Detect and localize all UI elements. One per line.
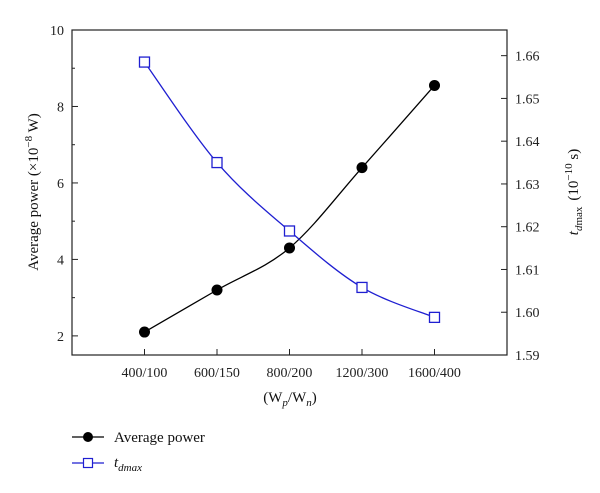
legend-label-tdmax: tdmax (114, 455, 142, 474)
y-right-tick-label-1: 1.60 (515, 306, 540, 321)
legend-item-tdmax: tdmax (72, 455, 142, 474)
point-average-power-1 (211, 284, 223, 296)
point-average-power-2 (284, 242, 295, 254)
x-tick-label-0: 400/100 (122, 366, 168, 381)
y-left-tick-label-3: 8 (57, 100, 64, 115)
y-right-tick-label-4: 1.63 (515, 178, 540, 193)
x-tick-label-3: 1200/300 (336, 366, 389, 381)
y-left-tick-label-1: 4 (57, 253, 64, 268)
y-axis-left-title: Average power (×10−8 W) (23, 113, 42, 271)
y-right-tick-label-7: 1.66 (515, 50, 540, 65)
y-right-tick-label-6: 1.65 (515, 92, 540, 107)
y-right-tick-label-3: 1.62 (515, 221, 540, 236)
axes-ticks: 400/100 600/150 800/200 1200/300 1600/400 2 4 6… (50, 24, 540, 381)
y-right-tick-label-5: 1.64 (515, 135, 540, 150)
legend-label-average-power: Average power (114, 430, 205, 446)
point-tdmax-0 (138, 56, 151, 68)
x-tick-label-4: 1600/400 (408, 366, 461, 381)
point-tdmax-2 (283, 225, 296, 237)
y-right-tick-label-2: 1.61 (515, 263, 540, 278)
legend-swatch-marker-tdmax (82, 457, 94, 469)
series-line-average-power (144, 85, 435, 333)
point-average-power-0 (139, 326, 150, 338)
y-right-tick-label-0: 1.59 (515, 349, 540, 364)
legend: Average power tdmax (72, 430, 205, 474)
series-layer (138, 56, 441, 338)
point-tdmax-1 (211, 156, 223, 169)
y-left-tick-label-4: 10 (50, 24, 64, 39)
point-tdmax-4 (428, 311, 441, 324)
y-left-tick-label-0: 2 (57, 330, 64, 345)
series-line-tdmax (143, 61, 435, 318)
x-tick-label-1: 600/150 (194, 366, 240, 381)
plot-frame (71, 29, 508, 356)
y-axis-left-title-exponent: −8 (23, 135, 35, 147)
x-tick-label-2: 800/200 (267, 366, 313, 381)
y-axis-right-title: tdmax(10−10 s) (563, 149, 585, 235)
point-tdmax-3 (356, 281, 368, 294)
legend-swatch-marker-average-power (83, 432, 93, 442)
y-left-tick-label-2: 6 (57, 177, 64, 192)
x-axis-title: (Wp/Wn) (263, 390, 316, 409)
point-average-power-4 (429, 79, 440, 91)
legend-item-average-power: Average power (72, 430, 205, 446)
point-average-power-3 (356, 162, 368, 174)
